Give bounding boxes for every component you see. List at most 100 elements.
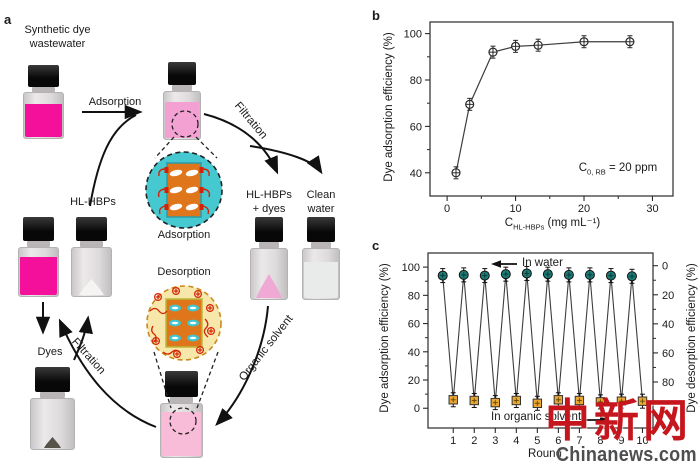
zoom-connector bbox=[196, 351, 219, 409]
chart-c-xlabel: Round bbox=[528, 448, 562, 460]
svg-text:10: 10 bbox=[636, 435, 648, 447]
label-hl-hbps-dyes: HL-HBPs + dyes bbox=[246, 189, 292, 215]
vial-cap bbox=[165, 371, 198, 398]
svg-text:2: 2 bbox=[471, 435, 477, 447]
svg-text:40: 40 bbox=[410, 168, 422, 180]
chart-b-ylabel: Dye adsorption efficiency (%) bbox=[383, 32, 395, 182]
arrow-filtration-back-1 bbox=[58, 318, 157, 428]
chart-b-content: 0 10 20 30 40 60 80 100 bbox=[404, 21, 674, 215]
arrow-filtration-split-2 bbox=[249, 145, 323, 175]
svg-text:30: 30 bbox=[646, 203, 658, 215]
zoom-connector bbox=[195, 136, 218, 159]
svg-text:0: 0 bbox=[662, 261, 668, 273]
dye-liquid-pale bbox=[165, 101, 199, 138]
annotation-rest: = 20 ppm bbox=[605, 162, 658, 174]
annotation-main: C bbox=[578, 162, 588, 174]
xlabel-sub: HL-HBPs bbox=[513, 222, 545, 232]
note-in-organic-solvent: In organic solvent bbox=[491, 411, 582, 423]
svg-text:60: 60 bbox=[662, 348, 674, 360]
vial-body bbox=[23, 92, 64, 139]
svg-text:9: 9 bbox=[618, 435, 624, 447]
label-synthetic-dye-wastewater: Synthetic dye wastewater bbox=[24, 24, 91, 50]
panel-c-tag: c bbox=[372, 238, 380, 253]
note-in-water: In water bbox=[522, 257, 563, 269]
svg-text:6: 6 bbox=[555, 435, 561, 447]
dye-liquid bbox=[25, 103, 62, 137]
vial-cap bbox=[167, 62, 197, 86]
vial-cap bbox=[254, 217, 284, 242]
vial-dye-solution bbox=[18, 217, 59, 297]
cation-plus-icons bbox=[151, 286, 216, 359]
vial-neck bbox=[40, 391, 65, 398]
panel-a-tag: a bbox=[4, 12, 12, 27]
in-organic-solvent-arrow bbox=[584, 416, 610, 424]
xlabel-rest: (mg mL⁻¹) bbox=[544, 217, 601, 229]
xlabel-main: C bbox=[504, 217, 514, 229]
vial-dyes bbox=[30, 367, 75, 450]
svg-text:7: 7 bbox=[576, 435, 582, 447]
svg-text:20: 20 bbox=[408, 375, 420, 387]
svg-text:80: 80 bbox=[408, 290, 420, 302]
vial-neck bbox=[169, 397, 194, 404]
vial-body bbox=[71, 246, 112, 297]
dye-residue-pile bbox=[43, 436, 62, 448]
vial-cap bbox=[27, 65, 60, 88]
label-hl-hbps: HL-HBPs bbox=[70, 196, 116, 208]
svg-text:0: 0 bbox=[444, 203, 450, 215]
desorption-mechanism-icon bbox=[146, 285, 222, 361]
vial-neck bbox=[32, 87, 55, 93]
svg-text:100: 100 bbox=[402, 262, 420, 274]
svg-text:0: 0 bbox=[414, 403, 420, 415]
label-clean-water: Clean water bbox=[306, 189, 336, 215]
vial-neck bbox=[258, 241, 280, 248]
zoom-connector bbox=[153, 351, 172, 409]
svg-text:40: 40 bbox=[408, 347, 420, 359]
svg-text:100: 100 bbox=[404, 29, 422, 41]
vial-synthetic-dye bbox=[23, 65, 64, 139]
svg-text:80: 80 bbox=[662, 377, 674, 389]
svg-text:20: 20 bbox=[578, 203, 590, 215]
arrow-filtration-back-2 bbox=[73, 315, 93, 361]
label-desorption-zoom: Desorption bbox=[157, 266, 211, 278]
in-water-arrow bbox=[491, 260, 517, 268]
svg-text:3: 3 bbox=[492, 435, 498, 447]
panel-b-tag: b bbox=[372, 8, 380, 23]
watermark-chinese: 中新网 bbox=[545, 395, 693, 446]
zoom-circle-top bbox=[171, 110, 199, 138]
chart-b-xlabel: CHL-HBPs (mg mL⁻¹) bbox=[445, 215, 660, 231]
svg-text:40: 40 bbox=[662, 319, 674, 331]
label-adsorption: Adsorption bbox=[88, 96, 142, 108]
dye-liquid bbox=[20, 256, 57, 295]
vial-cap bbox=[75, 217, 108, 241]
arrow-filtration-split-1 bbox=[203, 113, 279, 175]
svg-text:10: 10 bbox=[509, 203, 521, 215]
vial-neck bbox=[310, 241, 332, 248]
vial-neck bbox=[27, 241, 50, 247]
svg-text:20: 20 bbox=[662, 290, 674, 302]
vial-body bbox=[163, 90, 201, 140]
vial-cap bbox=[306, 217, 336, 242]
vial-hl-hbps-dyes bbox=[250, 217, 288, 300]
vial-clean-water bbox=[302, 217, 340, 300]
arrow-organic-solvent bbox=[215, 305, 269, 426]
zoom-circle-bottom bbox=[169, 407, 197, 435]
panel-a-arrows bbox=[35, 104, 323, 435]
arrow-hlhbps-to-adsorption bbox=[89, 114, 137, 207]
chart-b-canvas: 0 10 20 30 40 60 80 100 bbox=[404, 21, 674, 215]
svg-text:80: 80 bbox=[410, 75, 422, 87]
zoom-connector bbox=[154, 136, 175, 159]
polymer-squiggles bbox=[149, 307, 209, 355]
chart-b-annotation: C0, RB = 20 ppm bbox=[548, 162, 688, 176]
vial-adsorbing bbox=[163, 62, 201, 140]
vial-body bbox=[302, 247, 340, 300]
label-adsorption-zoom: Adsorption bbox=[157, 229, 211, 241]
chart-c-ylabel-left: Dye adsorption efficiency (%) bbox=[379, 263, 391, 413]
vial-neck bbox=[171, 85, 193, 91]
vial-body bbox=[30, 397, 75, 450]
clean-water-liquid bbox=[304, 261, 338, 298]
vial-body bbox=[18, 246, 59, 297]
adsorption-mechanism-icon bbox=[145, 151, 223, 229]
